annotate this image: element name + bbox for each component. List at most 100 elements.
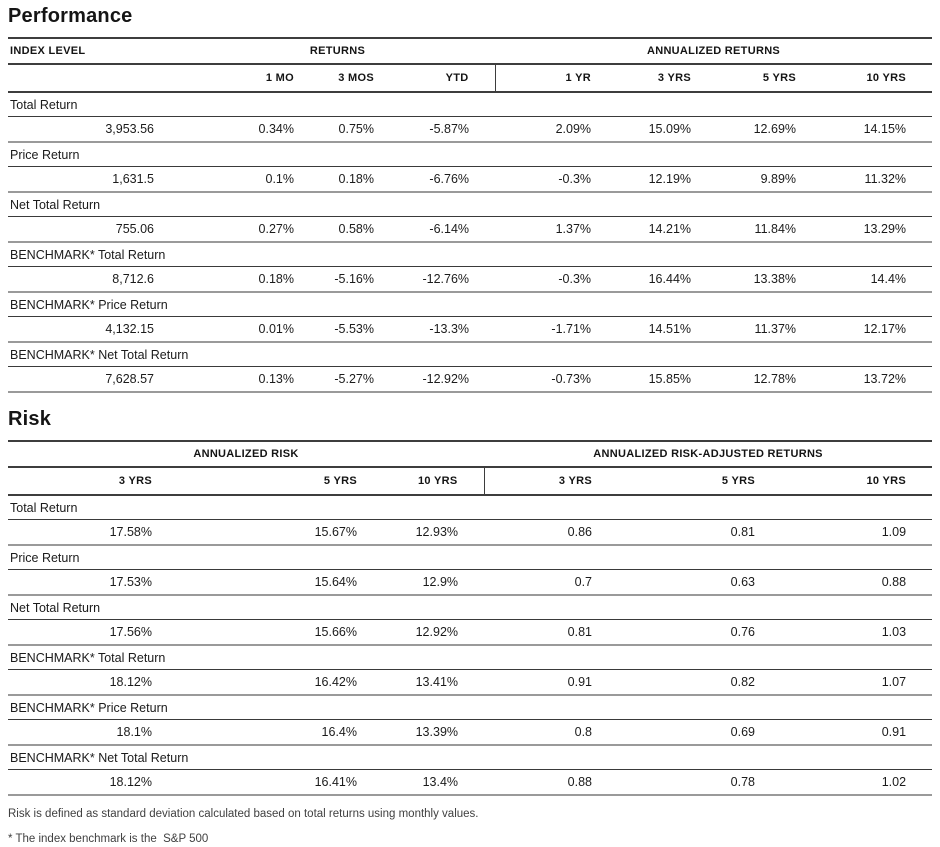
- row-label: Total Return: [8, 92, 933, 117]
- cell-value: 11.32%: [822, 166, 933, 193]
- table-row-label: Price Return: [8, 142, 933, 167]
- cell-value: -5.16%: [320, 266, 400, 293]
- row-label: Net Total Return: [8, 192, 933, 217]
- cell-value: 1.37%: [495, 216, 618, 243]
- cell-value: 15.64%: [178, 569, 383, 596]
- cell-value: 13.4%: [383, 769, 485, 796]
- table-row-values: 7,628.57 0.13% -5.27% -12.92% -0.73% 15.85% 12…: [8, 366, 933, 393]
- cell-value: 13.41%: [383, 669, 485, 696]
- cell-value: 0.75%: [320, 116, 400, 143]
- table-row-values: 755.06 0.27% 0.58% -6.14% 1.37% 14.21% 11.84% 1…: [8, 216, 933, 243]
- riskadj-col-header-10yrs: 10 YRS: [781, 467, 933, 496]
- cell-value: 8,712.6: [8, 266, 180, 293]
- table-row-label: BENCHMARK* Net Total Return: [8, 342, 933, 367]
- cell-value: 4,132.15: [8, 316, 180, 343]
- cell-value: 3,953.56: [8, 116, 180, 143]
- cell-value: -6.76%: [400, 166, 496, 193]
- row-label: Price Return: [8, 142, 933, 167]
- table-row-label: Net Total Return: [8, 595, 933, 620]
- cell-value: -6.14%: [400, 216, 496, 243]
- cell-value: 0.01%: [180, 316, 320, 343]
- cell-value: 0.78: [618, 769, 782, 796]
- cell-value: 0.86: [484, 519, 619, 546]
- row-label: Price Return: [8, 545, 933, 570]
- table-row-values: 17.56% 15.66% 12.92% 0.81 0.76 1.03: [8, 619, 933, 646]
- cell-value: 12.17%: [822, 316, 933, 343]
- col-header-ytd: YTD: [400, 64, 496, 93]
- riskadj-col-header-3yrs: 3 YRS: [483, 467, 619, 496]
- performance-table: INDEX LEVEL RETURNS ANNUALIZED RETURNS 1…: [8, 37, 933, 393]
- cell-value: 15.67%: [178, 519, 383, 546]
- row-label: Total Return: [8, 495, 933, 520]
- cell-value: 1.09: [781, 519, 933, 546]
- risk-table: ANNUALIZED RISK ANNUALIZED RISK-ADJUSTED…: [8, 440, 933, 796]
- row-label: BENCHMARK* Price Return: [8, 292, 933, 317]
- table-row-values: 18.12% 16.41% 13.4% 0.88 0.78 1.02: [8, 769, 933, 796]
- cell-value: -0.73%: [495, 366, 618, 393]
- cell-value: 12.9%: [383, 569, 485, 596]
- empty-subheader-cell: [8, 64, 180, 93]
- table-row-values: 3,953.56 0.34% 0.75% -5.87% 2.09% 15.09% 12.69…: [8, 116, 933, 143]
- cell-value: 0.7: [484, 569, 619, 596]
- cell-value: 755.06: [8, 216, 180, 243]
- cell-value: 13.39%: [383, 719, 485, 746]
- cell-value: 0.27%: [180, 216, 320, 243]
- cell-value: 0.58%: [320, 216, 400, 243]
- risk-section-title: Risk: [8, 408, 52, 430]
- cell-value: 0.8: [484, 719, 619, 746]
- table-row-label: Price Return: [8, 545, 933, 570]
- row-label: BENCHMARK* Total Return: [8, 645, 933, 670]
- cell-value: -5.27%: [320, 366, 400, 393]
- annualized-returns-group-header: ANNUALIZED RETURNS: [495, 38, 933, 65]
- cell-value: 9.89%: [717, 166, 823, 193]
- risk-col-header-3yrs: 3 YRS: [8, 467, 178, 496]
- col-header-3mos: 3 MOS: [320, 64, 400, 93]
- cell-value: -13.3%: [400, 316, 496, 343]
- cell-value: 1.03: [781, 619, 933, 646]
- cell-value: 0.88: [484, 769, 619, 796]
- cell-value: 0.82: [618, 669, 782, 696]
- cell-value: -0.3%: [495, 166, 618, 193]
- cell-value: -5.53%: [320, 316, 400, 343]
- cell-value: -1.71%: [495, 316, 618, 343]
- table-row-label: BENCHMARK* Price Return: [8, 292, 933, 317]
- cell-value: 14.51%: [617, 316, 718, 343]
- cell-value: 15.09%: [617, 116, 718, 143]
- cell-value: 14.4%: [822, 266, 933, 293]
- returns-group-header: RETURNS: [180, 38, 496, 65]
- cell-value: 0.81: [618, 519, 782, 546]
- cell-value: 14.21%: [617, 216, 718, 243]
- cell-value: 14.15%: [822, 116, 933, 143]
- riskadj-col-header-5yrs: 5 YRS: [618, 467, 782, 496]
- cell-value: 0.81: [484, 619, 619, 646]
- cell-value: 12.19%: [617, 166, 718, 193]
- row-label: BENCHMARK* Net Total Return: [8, 745, 933, 770]
- table-row-values: 4,132.15 0.01% -5.53% -13.3% -1.71% 14.51% 11.…: [8, 316, 933, 343]
- risk-adjusted-returns-group-header: ANNUALIZED RISK-ADJUSTED RETURNS: [484, 441, 933, 468]
- cell-value: -0.3%: [495, 266, 618, 293]
- cell-value: 7,628.57: [8, 366, 180, 393]
- cell-value: 0.91: [484, 669, 619, 696]
- cell-value: 18.1%: [8, 719, 178, 746]
- cell-value: 12.93%: [383, 519, 485, 546]
- cell-value: 15.85%: [617, 366, 718, 393]
- col-header-1yr: 1 YR: [494, 64, 618, 93]
- table-row-label: BENCHMARK* Total Return: [8, 242, 933, 267]
- table-row-values: 1,631.5 0.1% 0.18% -6.76% -0.3% 12.19% 9.89% 11…: [8, 166, 933, 193]
- row-label: Net Total Return: [8, 595, 933, 620]
- row-label: BENCHMARK* Net Total Return: [8, 342, 933, 367]
- cell-value: 16.4%: [178, 719, 383, 746]
- row-label: BENCHMARK* Price Return: [8, 695, 933, 720]
- risk-col-header-10yrs: 10 YRS: [383, 467, 485, 496]
- cell-value: 2.09%: [495, 116, 618, 143]
- cell-value: 0.69: [618, 719, 782, 746]
- risk-group-header-row: ANNUALIZED RISK ANNUALIZED RISK-ADJUSTED…: [8, 441, 933, 468]
- risk-subheader-row: 3 YRS 5 YRS 10 YRS 3 YRS 5 YRS 10 YRS: [8, 467, 933, 496]
- table-row-values: 18.1% 16.4% 13.39% 0.8 0.69 0.91: [8, 719, 933, 746]
- cell-value: 0.34%: [180, 116, 320, 143]
- cell-value: 17.56%: [8, 619, 178, 646]
- cell-value: -12.92%: [400, 366, 496, 393]
- cell-value: 1.02: [781, 769, 933, 796]
- footnote-benchmark: * The index benchmark is the S&P 500: [8, 833, 209, 846]
- index-level-header: INDEX LEVEL: [8, 38, 180, 65]
